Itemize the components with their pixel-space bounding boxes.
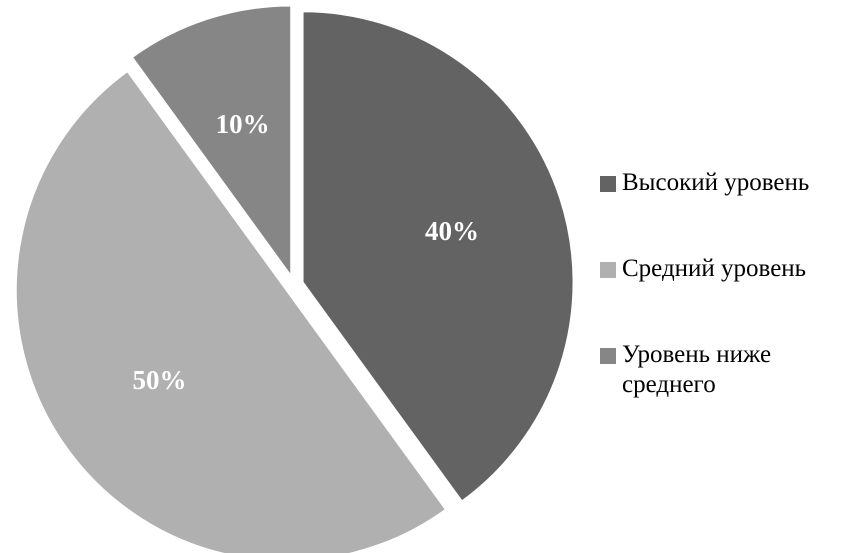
value-label: 50% <box>133 365 187 395</box>
legend: Высокий уровень Средний уровень Уровень ни… <box>600 168 860 426</box>
legend-label: Высокий уровень <box>622 169 810 196</box>
legend-label: Уровень ниже среднего <box>622 341 772 398</box>
pie-slice <box>301 10 575 503</box>
value-label: 10% <box>216 109 270 139</box>
legend-item: Уровень ниже среднего <box>600 340 860 426</box>
legend-swatch <box>600 348 616 364</box>
legend-label: Средний уровень <box>622 255 807 282</box>
pie-slice <box>14 69 448 553</box>
value-label: 40% <box>425 216 479 246</box>
legend-item: Средний уровень <box>600 254 860 340</box>
legend-swatch <box>600 262 616 278</box>
legend-swatch <box>600 176 616 192</box>
legend-item: Высокий уровень <box>600 168 860 254</box>
pie-slice <box>130 4 293 280</box>
